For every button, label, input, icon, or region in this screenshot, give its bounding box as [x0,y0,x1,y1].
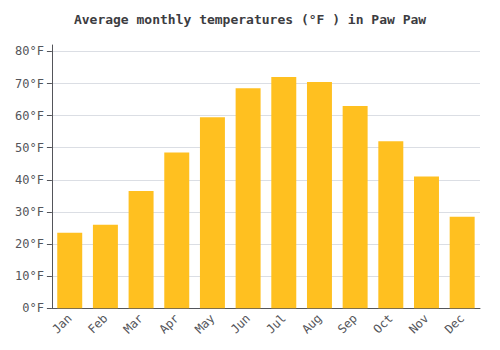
svg-text:30°F: 30°F [15,205,44,219]
svg-text:May: May [192,311,217,336]
svg-text:40°F: 40°F [15,173,44,187]
svg-text:70°F: 70°F [15,77,44,91]
svg-text:Jul: Jul [264,311,289,336]
svg-text:Jan: Jan [49,311,74,336]
svg-text:Mar: Mar [121,311,146,336]
svg-text:10°F: 10°F [15,269,44,283]
svg-text:60°F: 60°F [15,109,44,123]
svg-text:20°F: 20°F [15,237,44,251]
svg-text:Apr: Apr [156,311,181,336]
svg-text:Dec: Dec [442,311,467,336]
svg-text:Aug: Aug [299,311,324,336]
svg-text:Nov: Nov [406,311,431,336]
svg-text:Feb: Feb [85,311,110,336]
svg-text:Jun: Jun [228,311,253,336]
svg-text:50°F: 50°F [15,141,44,155]
svg-text:Sep: Sep [335,311,360,336]
svg-text:Oct: Oct [371,311,396,336]
svg-text:0°F: 0°F [22,301,44,315]
svg-text:Average monthly temperatures (: Average monthly temperatures (°F ) in Pa… [74,12,426,27]
svg-text:80°F: 80°F [15,44,44,58]
